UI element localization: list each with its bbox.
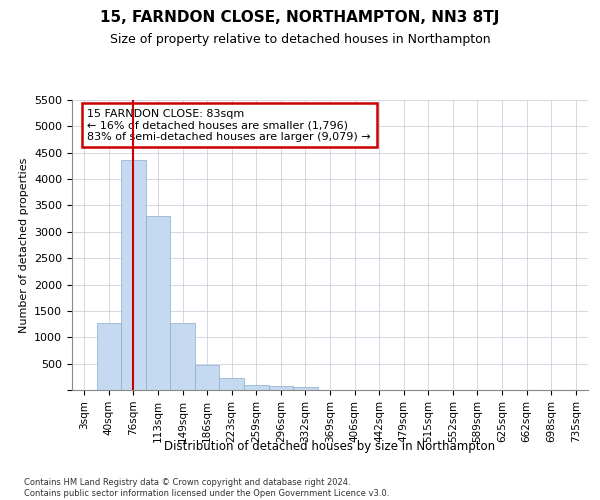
Bar <box>97 323 121 390</box>
Text: 15, FARNDON CLOSE, NORTHAMPTON, NN3 8TJ: 15, FARNDON CLOSE, NORTHAMPTON, NN3 8TJ <box>100 10 500 25</box>
Bar <box>121 160 146 390</box>
Bar <box>170 323 195 390</box>
Text: 15 FARNDON CLOSE: 83sqm
← 16% of detached houses are smaller (1,796)
83% of semi: 15 FARNDON CLOSE: 83sqm ← 16% of detache… <box>88 108 371 142</box>
Bar <box>293 387 318 390</box>
Text: Contains HM Land Registry data © Crown copyright and database right 2024.
Contai: Contains HM Land Registry data © Crown c… <box>24 478 389 498</box>
Text: Size of property relative to detached houses in Northampton: Size of property relative to detached ho… <box>110 32 490 46</box>
Bar <box>220 378 244 390</box>
Bar <box>195 364 220 390</box>
Bar <box>244 384 269 390</box>
Bar <box>269 386 293 390</box>
Y-axis label: Number of detached properties: Number of detached properties <box>19 158 29 332</box>
Text: Distribution of detached houses by size in Northampton: Distribution of detached houses by size … <box>164 440 496 453</box>
Bar <box>146 216 170 390</box>
